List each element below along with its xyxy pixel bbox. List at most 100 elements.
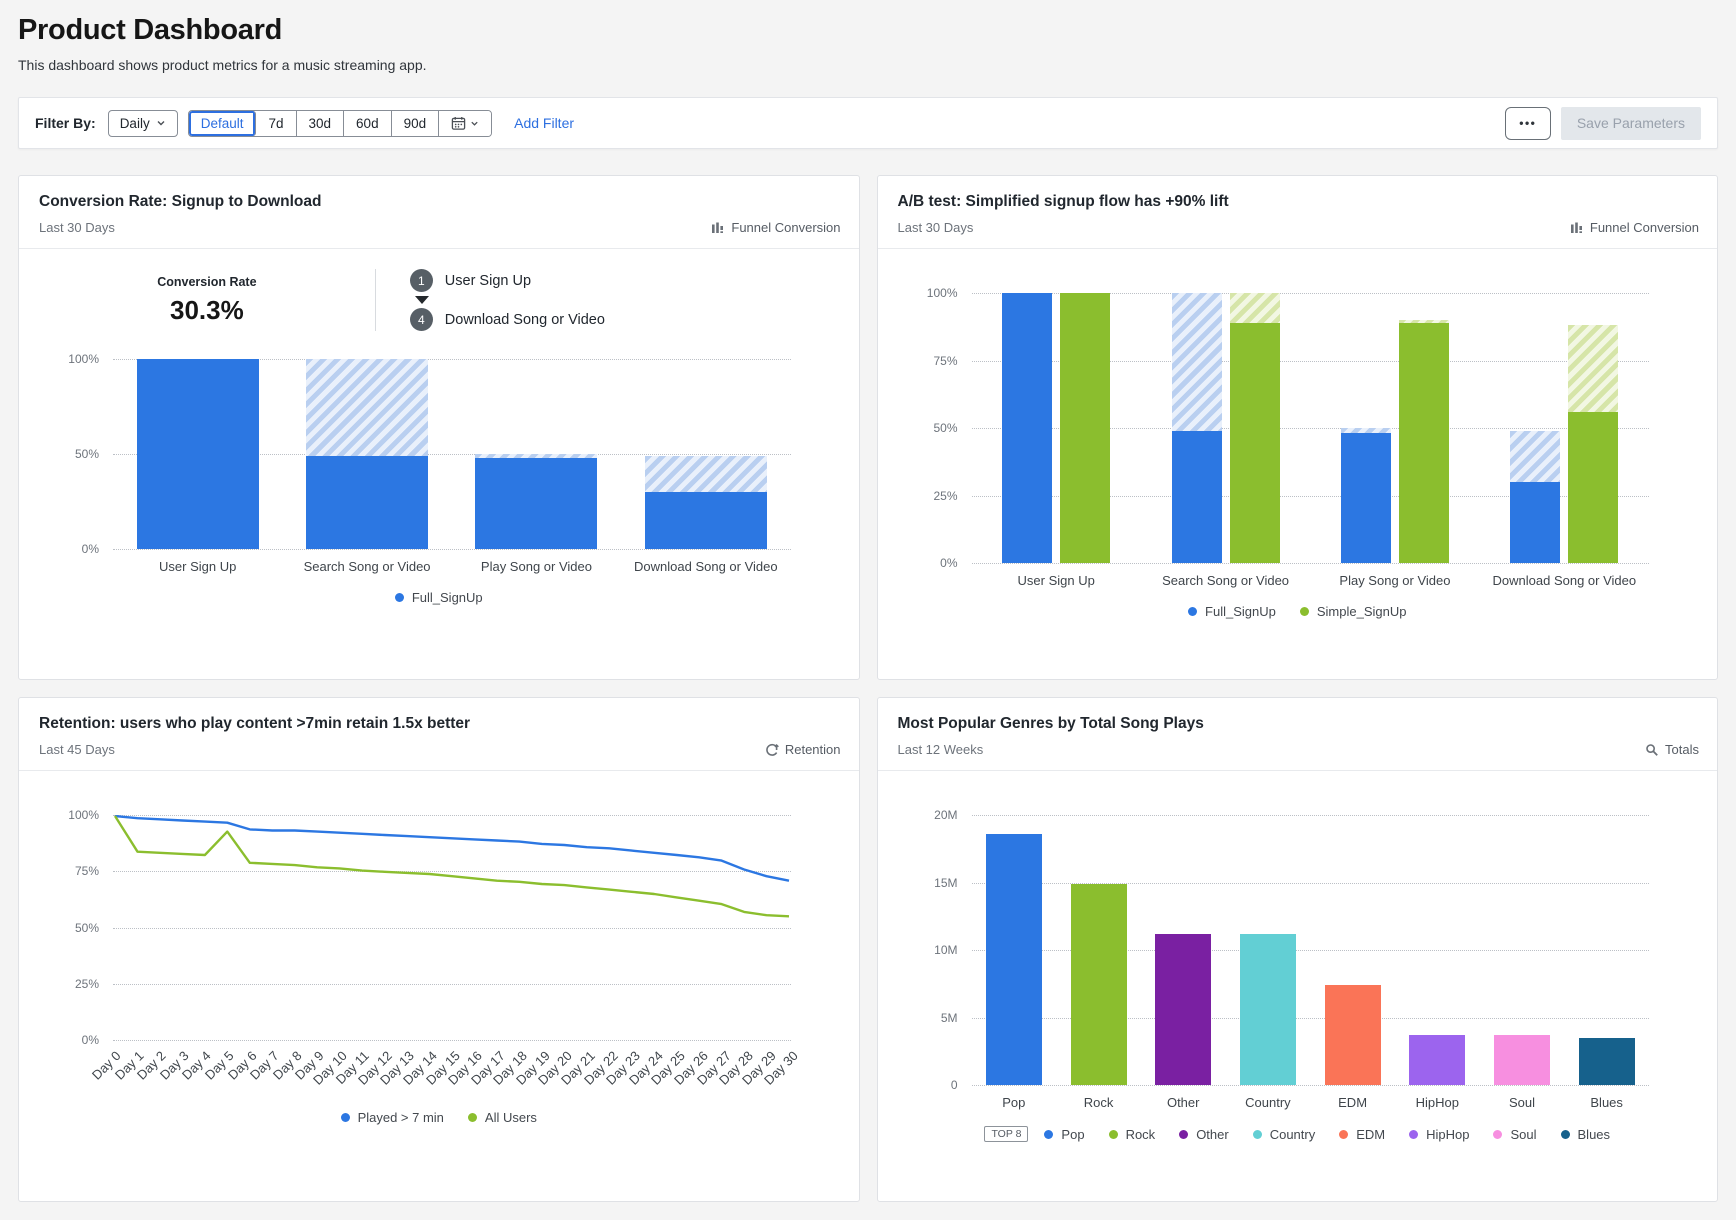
y-tick-label: 0% <box>940 556 958 570</box>
bar-slot <box>1141 815 1226 1085</box>
legend-item: Blues <box>1560 1126 1611 1142</box>
bar-slots <box>972 293 1650 563</box>
gridline <box>113 983 791 985</box>
y-tick-label: 0 <box>950 1078 958 1092</box>
bar-slot <box>1480 815 1565 1085</box>
bar-hiphop <box>1409 815 1466 1085</box>
gridline <box>971 1085 1649 1086</box>
bar-user-sign-up <box>1060 293 1111 563</box>
kpi-value: 30.3% <box>170 294 244 325</box>
preset-60d-button[interactable]: 60d <box>344 110 392 136</box>
y-tick-label: 75% <box>933 353 958 368</box>
legend-item: EDM <box>1339 1127 1385 1142</box>
x-tick-label: Rock <box>1083 1095 1114 1110</box>
panel-date-range: Last 30 Days <box>897 220 974 235</box>
granularity-dropdown[interactable]: Daily <box>107 109 178 137</box>
y-tick-label: 20M <box>934 808 958 822</box>
legend-dot-icon <box>1409 1129 1419 1139</box>
panel-title: Most Popular Genres by Total Song Plays <box>897 715 1204 732</box>
legend-label: Country <box>1269 1126 1316 1142</box>
bar-solid <box>1340 433 1391 563</box>
bar-solid <box>136 359 259 549</box>
preset-default-button[interactable]: Default <box>188 110 257 136</box>
panel-header: Retention: users who play content >7min … <box>19 698 859 770</box>
bar-solid <box>1398 322 1449 563</box>
step-number-badge: 1 <box>409 269 433 292</box>
bar-search-song-or-video <box>1171 293 1222 563</box>
plot-area <box>113 359 791 550</box>
legend-label: Full_SignUp <box>411 590 483 605</box>
divider <box>877 770 1717 771</box>
x-axis: User Sign Up Search Song or Video Play Son… <box>972 563 1650 588</box>
panel-date-range: Last 30 Days <box>39 220 115 235</box>
legend-dot-icon <box>1493 1129 1503 1139</box>
legend-label: Blues <box>1577 1126 1611 1142</box>
bar-solid <box>1493 1035 1550 1085</box>
preset-90d-button[interactable]: 90d <box>391 110 440 136</box>
x-tick-label: HipHop <box>1415 1095 1459 1110</box>
x-tick-label: Search Song or Video <box>1162 573 1290 588</box>
step-label: User Sign Up <box>444 272 532 289</box>
chart-type-badge: Totals <box>1645 742 1699 757</box>
gridline <box>971 293 1649 294</box>
chart-legend: TOP 8 Pop Rock Other Country EDM HipHop Soul Blu… <box>898 1126 1698 1142</box>
badge-label: Funnel Conversion <box>1589 220 1699 235</box>
filter-by-label: Filter By: <box>35 115 96 131</box>
kpi-label: Conversion Rate <box>157 274 257 289</box>
preset-7d-button[interactable]: 7d <box>256 110 297 136</box>
y-tick-label: 50% <box>933 421 958 435</box>
legend-dot-icon <box>1339 1129 1349 1139</box>
bar-solid <box>644 492 767 549</box>
bar-hatch <box>644 455 767 492</box>
legend-item: HipHop <box>1409 1127 1469 1142</box>
legend-label: Pop <box>1061 1126 1085 1142</box>
legend-dot-icon <box>1179 1129 1189 1139</box>
bar-slot <box>113 359 282 549</box>
y-tick-label: 0% <box>81 1033 99 1047</box>
legend-label: Simple_SignUp <box>1316 604 1407 619</box>
legend-dot-icon <box>1188 607 1198 616</box>
bar-download-song-or-video <box>1568 293 1619 563</box>
badge-label: Retention <box>784 742 841 757</box>
y-tick-label: 5M <box>940 1010 958 1025</box>
y-tick-label: 100% <box>926 286 958 300</box>
x-tick-label: User Sign Up <box>159 559 237 574</box>
legend-item: Played > 7 min <box>340 1110 444 1125</box>
bar-edm <box>1324 815 1381 1085</box>
bar-hatch <box>1568 325 1619 412</box>
panel-grid: Conversion Rate: Signup to Download Last… <box>18 175 1718 1202</box>
preset-30d-button[interactable]: 30d <box>296 110 345 136</box>
custom-date-button[interactable] <box>439 110 492 136</box>
gridline <box>113 871 791 873</box>
gridline <box>113 815 791 816</box>
y-axis: 100% 75% 50% 25% 0% <box>39 808 103 1047</box>
bar-slot <box>282 359 451 549</box>
x-axis: Day 0 Day 1 Day 2 Day 3 Day 4 Day 5 Day 6 Day 7… <box>89 1040 801 1094</box>
x-tick-label: Play Song or Video <box>480 559 592 574</box>
chart-type-badge: Retention <box>765 742 841 757</box>
gridline <box>971 815 1649 816</box>
bar-country <box>1239 815 1296 1085</box>
bar-slot <box>972 293 1141 563</box>
bar-play-song-or-video <box>1340 293 1391 563</box>
save-parameters-button[interactable]: Save Parameters <box>1560 106 1701 140</box>
x-axis: Pop Rock Other Country EDM HipHop Soul Blues <box>972 1085 1650 1110</box>
overflow-menu-button[interactable]: ••• <box>1504 106 1551 140</box>
y-axis: 100% 50% 0% <box>39 352 103 556</box>
bar-slot <box>1141 293 1310 563</box>
legend-label: HipHop <box>1426 1126 1470 1142</box>
bar-solid <box>1324 985 1381 1085</box>
chart-type-badge: Funnel Conversion <box>1570 220 1699 235</box>
x-tick-label: Download Song or Video <box>1492 573 1637 588</box>
gridline <box>113 454 791 455</box>
panel-conversion-funnel: Conversion Rate: Signup to Download Last… <box>18 175 860 680</box>
x-tick-label: Country <box>1245 1095 1291 1110</box>
panel-genres: Most Popular Genres by Total Song Plays … <box>876 697 1718 1202</box>
panel-title: A/B test: Simplified signup flow has +90… <box>897 193 1229 210</box>
legend-item: Country <box>1252 1126 1316 1142</box>
chart-legend: Played > 7 min All Users <box>39 1110 839 1125</box>
genres-bar-chart: 20M 15M 10M 5M 0 Pop Rock Other Country EDM HipHop… <box>898 808 1650 1110</box>
add-filter-link[interactable]: Add Filter <box>514 115 575 131</box>
bar-solid <box>1578 1037 1635 1085</box>
step-label: Download Song or Video <box>444 311 605 328</box>
